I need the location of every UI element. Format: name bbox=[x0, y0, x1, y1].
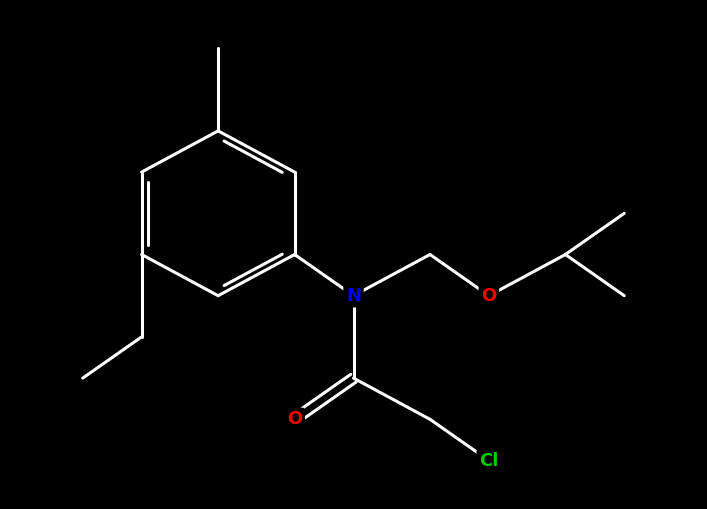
Text: O: O bbox=[287, 410, 303, 428]
Text: Cl: Cl bbox=[479, 451, 498, 469]
Text: O: O bbox=[481, 287, 496, 305]
Text: N: N bbox=[346, 287, 361, 305]
